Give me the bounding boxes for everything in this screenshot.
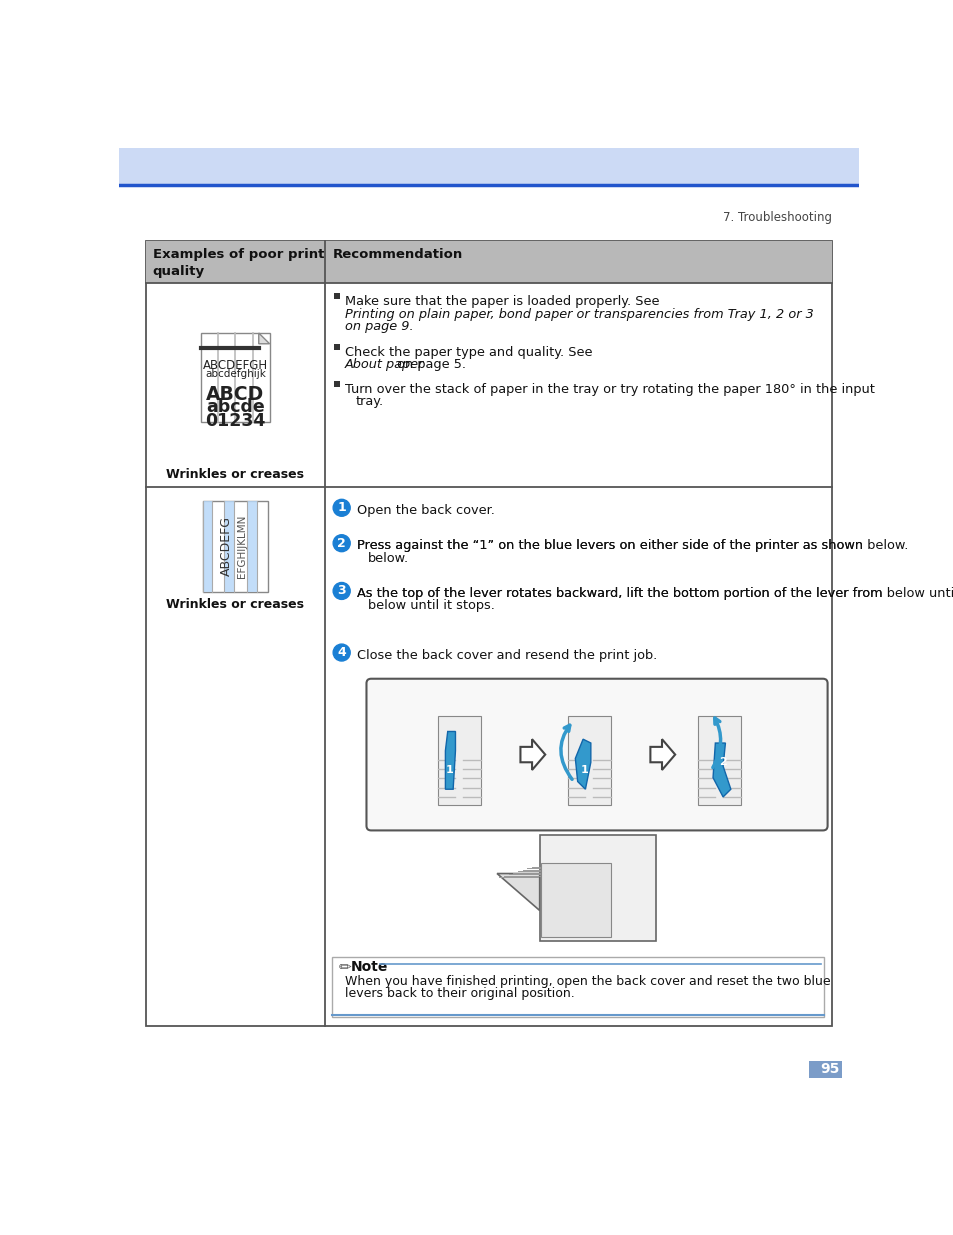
Bar <box>201 333 270 421</box>
Text: on page 5.: on page 5. <box>393 358 465 372</box>
Text: 2: 2 <box>337 537 346 550</box>
Bar <box>437 716 480 805</box>
Polygon shape <box>258 333 270 343</box>
Text: Turn over the stack of paper in the tray or try rotating the paper 180° in the i: Turn over the stack of paper in the tray… <box>344 383 874 396</box>
Bar <box>202 501 213 592</box>
Polygon shape <box>650 740 675 769</box>
Text: 1: 1 <box>337 501 346 514</box>
Text: Open the back cover.: Open the back cover. <box>356 504 495 517</box>
Text: 1: 1 <box>446 764 454 776</box>
Polygon shape <box>520 740 545 769</box>
Bar <box>567 716 610 805</box>
Text: Press against the “1” on the blue levers on either side of the printer as shown: Press against the “1” on the blue levers… <box>356 540 862 552</box>
Text: ABCD: ABCD <box>206 384 264 404</box>
Text: Note: Note <box>351 960 388 973</box>
Bar <box>808 1061 841 1078</box>
Bar <box>332 957 823 1016</box>
Circle shape <box>333 645 350 661</box>
Text: 4: 4 <box>337 646 346 659</box>
Text: tray.: tray. <box>355 395 383 409</box>
Bar <box>146 241 831 283</box>
Bar <box>334 343 340 350</box>
Bar <box>146 241 831 1026</box>
Bar <box>697 716 740 805</box>
Bar <box>224 501 233 592</box>
Text: EFGHIJKLMN: EFGHIJKLMN <box>236 515 247 578</box>
Text: ABCDEFG: ABCDEFG <box>219 516 233 577</box>
Text: levers back to their original position.: levers back to their original position. <box>344 988 574 1000</box>
Text: 7. Troubleshooting: 7. Troubleshooting <box>722 211 831 224</box>
Polygon shape <box>445 731 455 789</box>
Bar <box>334 293 340 299</box>
Text: 2: 2 <box>719 757 726 767</box>
Circle shape <box>333 499 350 516</box>
Text: About paper: About paper <box>344 358 423 372</box>
Polygon shape <box>712 743 730 797</box>
Text: Wrinkles or creases: Wrinkles or creases <box>167 468 304 480</box>
Text: Wrinkles or creases: Wrinkles or creases <box>167 598 304 611</box>
Text: Press against the “1” on the blue levers on either side of the printer as shown : Press against the “1” on the blue levers… <box>356 540 907 552</box>
Text: As the top of the lever rotates backward, lift the bottom portion of the lever f: As the top of the lever rotates backward… <box>356 587 953 600</box>
Text: 1: 1 <box>580 764 588 776</box>
Text: Printing on plain paper, bond paper or transparencies from Tray 1, 2 or 3: Printing on plain paper, bond paper or t… <box>344 308 813 321</box>
FancyBboxPatch shape <box>366 679 827 830</box>
Circle shape <box>333 583 350 599</box>
Text: 95: 95 <box>820 1062 840 1076</box>
Text: Close the back cover and resend the print job.: Close the back cover and resend the prin… <box>356 648 657 662</box>
Bar <box>540 863 610 937</box>
Text: As the top of the lever rotates backward, lift the bottom portion of the lever f: As the top of the lever rotates backward… <box>356 587 882 600</box>
Bar <box>247 501 256 592</box>
Bar <box>202 501 268 592</box>
Text: Check the paper type and quality. See: Check the paper type and quality. See <box>344 346 596 359</box>
Polygon shape <box>575 740 590 789</box>
Bar <box>334 380 340 387</box>
Text: Examples of poor print
quality: Examples of poor print quality <box>152 248 324 278</box>
Text: 3: 3 <box>337 584 346 598</box>
Circle shape <box>333 535 350 552</box>
Text: 01234: 01234 <box>205 412 265 430</box>
Text: abcde: abcde <box>206 399 265 416</box>
Text: Recommendation: Recommendation <box>332 248 462 262</box>
Text: on page 9.: on page 9. <box>344 320 413 333</box>
Text: When you have finished printing, open the back cover and reset the two blue: When you have finished printing, open th… <box>344 976 829 988</box>
Bar <box>119 148 858 185</box>
Text: below until it stops.: below until it stops. <box>368 599 495 613</box>
Text: Make sure that the paper is loaded properly. See: Make sure that the paper is loaded prope… <box>344 295 662 309</box>
Text: abcdefghijk: abcdefghijk <box>205 369 266 379</box>
Text: ✏: ✏ <box>338 960 351 974</box>
Polygon shape <box>497 873 539 910</box>
Bar <box>539 835 656 941</box>
Text: below.: below. <box>368 552 409 564</box>
Text: ABCDEFGH: ABCDEFGH <box>203 359 268 372</box>
